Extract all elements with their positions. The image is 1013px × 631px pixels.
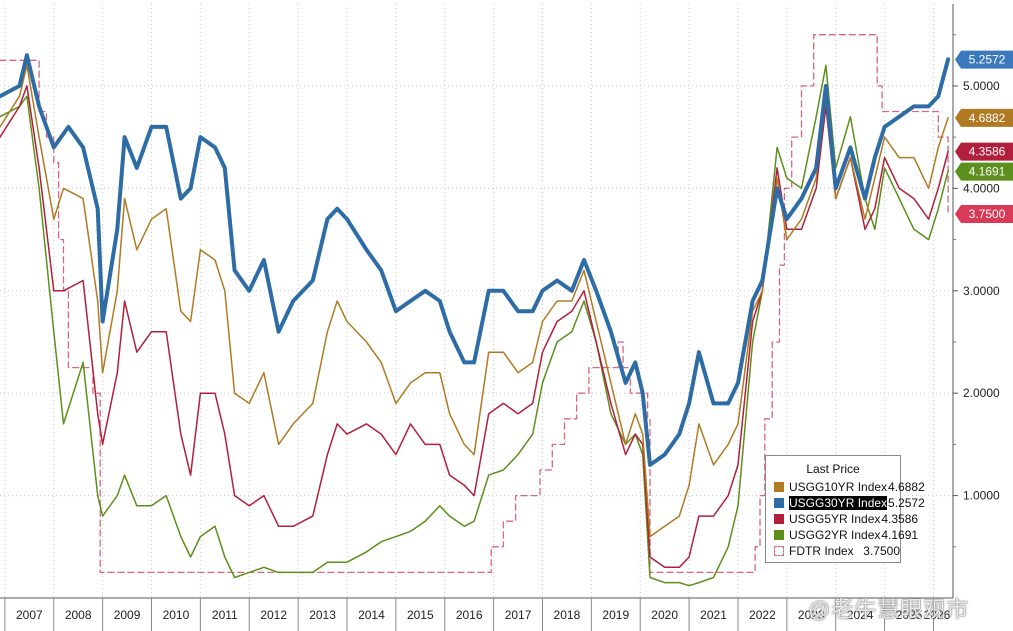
y-axis: 1.0000 2.0000 3.0000 4.0000 5.0000	[952, 4, 1000, 598]
value-badge-label: 4.6882	[969, 111, 1006, 125]
legend-entry: USGG2YR Index 4.1691	[766, 527, 918, 543]
x-tick-label: 2026	[924, 608, 951, 622]
legend-entries: USGG10YR Index 4.6882 USGG30YR Index 5.2572…	[766, 479, 925, 559]
legend-entry-name: USGG2YR Index	[789, 528, 881, 542]
legend-entry-value: 4.1691	[881, 528, 919, 542]
x-axis: 2007 2008 2009 2010 2011 2012 2013 2014 2015 2016…	[0, 597, 953, 631]
x-tick-label: 2007	[16, 608, 43, 622]
legend-entry-name: USGG10YR Index	[789, 480, 888, 494]
x-tick-label: 2022	[749, 608, 776, 622]
x-tick-label: 2012	[260, 608, 287, 622]
x-tick-label: 2020	[651, 608, 678, 622]
legend-entry: FDTR Index 3.7500	[766, 543, 900, 559]
value-badge: 3.7500	[955, 204, 1013, 223]
x-tick-label: 2017	[505, 608, 532, 622]
value-badge-shape	[955, 162, 1013, 181]
legend-swatch	[774, 498, 784, 508]
x-tick-label: 2016	[456, 608, 483, 622]
legend-entry-name: USGG5YR Index	[789, 512, 881, 526]
series-line-usgg5yr-index	[0, 85, 949, 569]
legend-entry: USGG30YR Index 5.2572	[766, 495, 925, 511]
x-tick-label: 2010	[163, 608, 190, 622]
x-tick-label: 2013	[309, 608, 336, 622]
x-tick-label: 2025	[896, 608, 923, 622]
x-tick-label: 2021	[700, 608, 727, 622]
legend-entry-value: 3.7500	[863, 544, 900, 558]
series-line-usgg2yr-index	[0, 64, 949, 587]
x-tick-label: 2011	[212, 608, 238, 622]
y-tick-label: 4.0000	[963, 181, 1000, 195]
value-badge: 5.2572	[955, 50, 1013, 69]
legend-swatch	[774, 530, 784, 540]
legend-title: Last Price	[806, 462, 860, 476]
x-tick-label: 2024	[847, 608, 874, 622]
legend-entry: USGG5YR Index 4.3586	[766, 511, 918, 527]
legend-entry-value: 4.3586	[881, 512, 919, 526]
y-tick-label: 2.0000	[963, 386, 1000, 400]
last-value-badges: 5.2572 4.6882 4.3586 4.1691 3.7500	[955, 50, 1013, 223]
legend: Last Price USGG10YR Index 4.6882 USGG30YR …	[765, 455, 925, 563]
legend-swatch	[774, 546, 784, 556]
value-badge-label: 4.3586	[969, 145, 1006, 159]
value-badge-shape	[955, 142, 1013, 161]
legend-entry-name: USGG30YR Index	[789, 496, 888, 510]
value-badge-label: 5.2572	[969, 53, 1006, 67]
value-badge-label: 4.1691	[969, 165, 1006, 179]
x-tick-label: 2023	[798, 608, 825, 622]
value-badge-shape	[955, 50, 1013, 69]
x-tick-label: 2019	[602, 608, 629, 622]
chart-grid	[0, 4, 953, 598]
y-tick-label: 1.0000	[963, 489, 1000, 503]
value-badge: 4.3586	[955, 142, 1013, 161]
legend-entry-name: FDTR Index	[789, 544, 854, 558]
value-badge: 4.6882	[955, 108, 1013, 127]
x-tick-label: 2014	[358, 608, 385, 622]
series-line-fdtr-index	[0, 34, 949, 574]
legend-swatch	[774, 514, 784, 524]
legend-entry-value: 4.6882	[888, 480, 925, 494]
legend-entry-value: 5.2572	[888, 496, 925, 510]
x-tick-label: 2015	[407, 608, 434, 622]
x-tick-label: 2008	[65, 608, 92, 622]
series-line-usgg30yr-index	[0, 53, 951, 467]
x-tick-label: 2009	[114, 608, 141, 622]
value-badge-shape	[955, 204, 1013, 223]
x-tick-label: 2018	[554, 608, 581, 622]
y-tick-label: 3.0000	[963, 284, 1000, 298]
series-line-usgg10yr-index	[0, 64, 949, 538]
value-badge-label: 3.7500	[969, 207, 1006, 221]
legend-entry: USGG10YR Index 4.6882	[766, 479, 925, 495]
legend-swatch	[774, 482, 784, 492]
watermark: @老牛慧眼观市	[808, 597, 970, 622]
value-badge: 4.1691	[955, 162, 1013, 181]
plot-area	[0, 34, 951, 587]
value-badge-shape	[955, 108, 1013, 127]
y-tick-label: 5.0000	[963, 79, 1000, 93]
